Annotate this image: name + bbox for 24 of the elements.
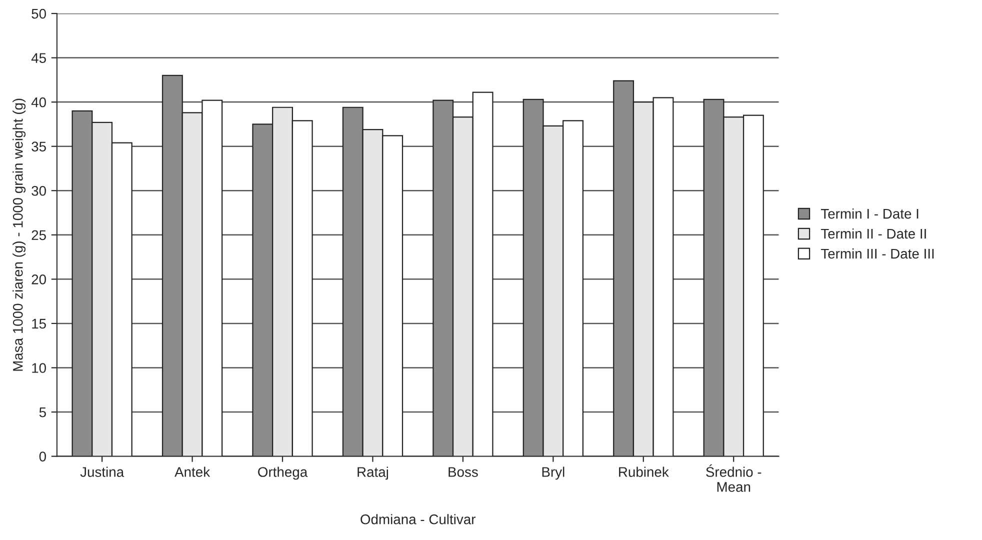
y-tick-label: 35 xyxy=(32,142,46,152)
x-axis-title: Odmiana - Cultivar xyxy=(360,514,476,524)
x-tick-label: Justina xyxy=(80,466,124,477)
legend-label: Termin III - Date III xyxy=(820,248,934,259)
x-tick-label: Orthega xyxy=(258,466,308,480)
x-tick-label: Boss xyxy=(448,467,478,477)
x-tick-label: Antek xyxy=(174,466,210,477)
y-tick-label: 30 xyxy=(32,186,46,196)
y-tick-label: 50 xyxy=(32,8,46,19)
x-tick-label: Rataj xyxy=(358,466,388,480)
y-axis-title: Masa 1000 ziaren (g) - 1000 grain weight (g) xyxy=(12,98,26,371)
y-tick-label: 0 xyxy=(39,452,46,462)
x-tick-label: Bryl xyxy=(542,466,564,480)
y-tick-label: 5 xyxy=(39,407,46,418)
y-tick-label: 20 xyxy=(32,274,46,284)
y-tick-label: 10 xyxy=(32,363,46,373)
legend-label: Termin I - Date I xyxy=(820,208,918,219)
x-tick-label: Rubinek xyxy=(619,466,669,477)
x-tick-label: Średnio - Mean xyxy=(706,464,762,492)
y-tick-label: 15 xyxy=(32,318,46,329)
y-tick-label: 25 xyxy=(32,230,46,240)
legend-label: Termin II - Date II xyxy=(820,228,926,239)
y-tick-label: 40 xyxy=(31,97,46,108)
y-tick-label: 45 xyxy=(31,53,46,63)
